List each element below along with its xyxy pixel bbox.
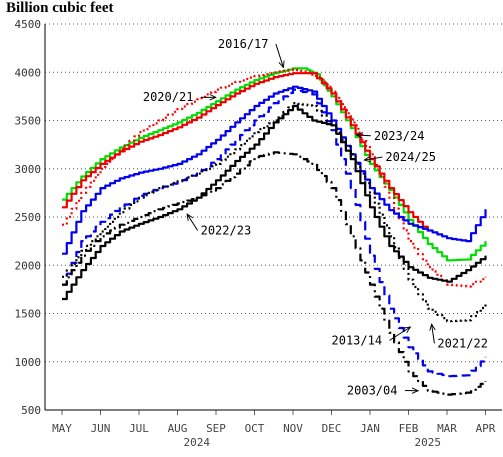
x-tick-label-apr: APR <box>476 422 496 435</box>
year-label-2025: 2025 <box>415 436 442 449</box>
y-tick-label-500: 500 <box>21 404 41 417</box>
x-tick-label-jan: JAN <box>360 422 380 435</box>
x-tick-label-jun: JUN <box>91 422 111 435</box>
annotation-arrow-2022-23 <box>187 214 199 231</box>
y-tick-label-1000: 1000 <box>15 356 42 369</box>
annotation-2020-21: 2020/21 <box>143 90 194 104</box>
annotation-arrow-2021-22 <box>432 324 435 344</box>
x-tick-label-oct: OCT <box>245 422 265 435</box>
x-tick-label-may: MAY <box>52 422 72 435</box>
annotation-2021-22: 2021/22 <box>437 336 488 350</box>
annotation-arrow-2024-25 <box>364 157 383 160</box>
annotation-2023-24: 2023/24 <box>374 129 425 143</box>
x-tick-label-nov: NOV <box>283 422 303 435</box>
x-tick-label-feb: FEB <box>399 422 419 435</box>
y-tick-label-3000: 3000 <box>15 163 42 176</box>
series-line-2021-22 <box>62 104 487 301</box>
annotation-2003-04: 2003/04 <box>347 384 398 398</box>
series-line-2023-24 <box>62 85 487 255</box>
series-line-2013-14 <box>62 102 487 323</box>
chart-title: Billion cubic feet <box>6 0 114 16</box>
series-line-2024-25 <box>62 88 487 378</box>
y-tick-label-2000: 2000 <box>15 259 42 272</box>
series-line-red-solid <box>62 72 429 232</box>
x-tick-label-aug: AUG <box>168 422 188 435</box>
annotation-2024-25: 2024/25 <box>385 150 436 164</box>
annotation-arrow-2013-14 <box>389 327 411 341</box>
annotation-arrow-2023-24 <box>357 135 371 136</box>
annotation-2013-14: 2013/14 <box>332 333 383 347</box>
annotation-2016-17: 2016/17 <box>218 37 269 51</box>
x-tick-label-jul: JUL <box>129 422 149 435</box>
y-tick-label-4000: 4000 <box>15 66 42 79</box>
x-tick-label-dec: DEC <box>322 422 342 435</box>
series-line-2020-21 <box>62 68 487 288</box>
year-label-2024: 2024 <box>184 436 211 449</box>
annotation-arrow-2016-17 <box>275 43 283 67</box>
y-tick-label-2500: 2500 <box>15 211 42 224</box>
x-tick-label-sep: SEP <box>206 422 226 435</box>
y-tick-label-4500: 4500 <box>15 18 42 31</box>
x-tick-label-mar: MAR <box>437 422 457 435</box>
series-line-2022-23 <box>62 151 487 396</box>
y-tick-label-1500: 1500 <box>15 308 42 321</box>
annotation-2022-23: 2022/23 <box>201 223 252 237</box>
y-tick-label-3500: 3500 <box>15 115 42 128</box>
